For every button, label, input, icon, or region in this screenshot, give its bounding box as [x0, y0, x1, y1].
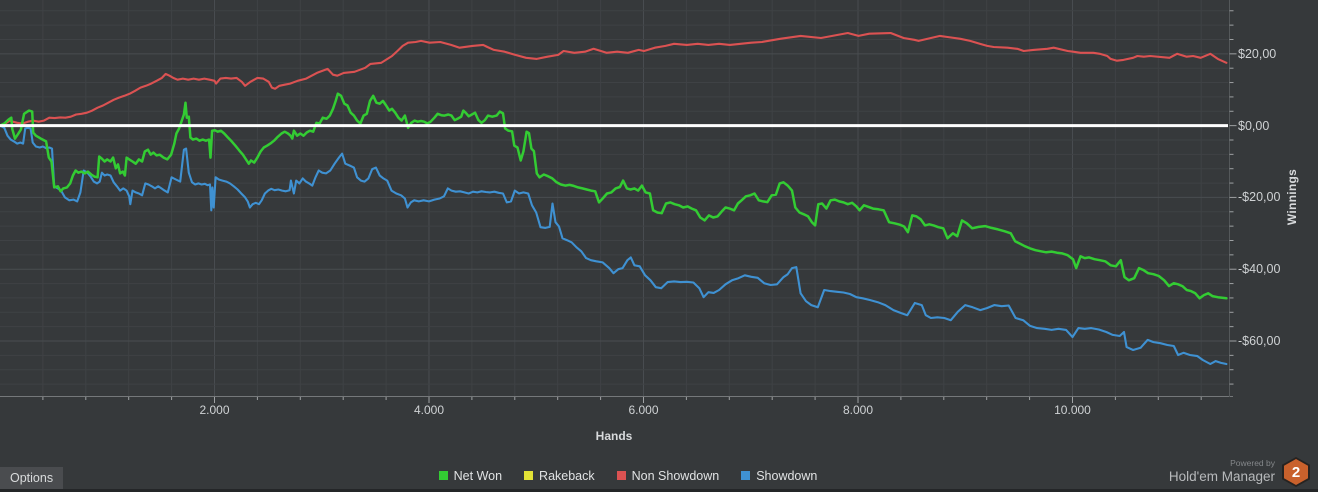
legend-item-label: Showdown: [756, 468, 818, 483]
legend-item-rakeback[interactable]: Rakeback: [524, 469, 595, 483]
series-line-net-won: [0, 92, 1228, 300]
legend-item-label: Net Won: [453, 468, 503, 483]
x-tick-label: 10.000: [1054, 403, 1091, 417]
x-tick-label: 6.000: [628, 403, 659, 417]
y-tick-label: $0,00: [1238, 118, 1270, 133]
y-tick-label: -$40,00: [1238, 262, 1281, 277]
legend-item-showdown[interactable]: Showdown: [741, 469, 817, 483]
legend-item-non-showdown[interactable]: Non Showdown: [616, 468, 720, 483]
series-line-non-showdown: [0, 31, 1228, 127]
legend-swatch-icon: [741, 471, 751, 480]
x-tick-label: 2.000: [199, 403, 230, 417]
legend-item-label: Rakeback: [539, 468, 595, 483]
powered-by-label: Powered by: [1230, 458, 1275, 469]
chart-legend: Net Won Rakeback Non Showdown Showdown: [0, 467, 1256, 485]
hm2-logo-number: 2: [1284, 459, 1308, 485]
y-tick-label: -$60,00: [1238, 334, 1281, 348]
brand-name: Hold'em Manager: [1168, 469, 1275, 485]
x-tick-label: 8.000: [842, 403, 873, 417]
legend-swatch-icon: [438, 471, 448, 480]
window-bottom-edge: [0, 489, 1318, 492]
x-axis-title: Hands: [595, 429, 633, 443]
legend-swatch-icon: [524, 471, 534, 480]
legend-item-label: Non Showdown: [631, 468, 720, 483]
y-tick-label: -$20,00: [1238, 190, 1281, 205]
legend-swatch-icon: [616, 471, 626, 480]
holdem-manager-branding: Powered by Hold'em Manager 2: [1169, 457, 1310, 487]
y-tick-label: $20,00: [1238, 46, 1277, 61]
y-axis-title: Winnings: [1285, 168, 1299, 226]
legend-item-net-won[interactable]: Net Won: [438, 468, 503, 483]
options-button[interactable]: Options: [0, 467, 64, 489]
x-tick-label: 4.000: [413, 403, 444, 417]
series-line-showdown: [0, 124, 1228, 366]
hm2-logo-icon: 2: [1282, 457, 1310, 487]
